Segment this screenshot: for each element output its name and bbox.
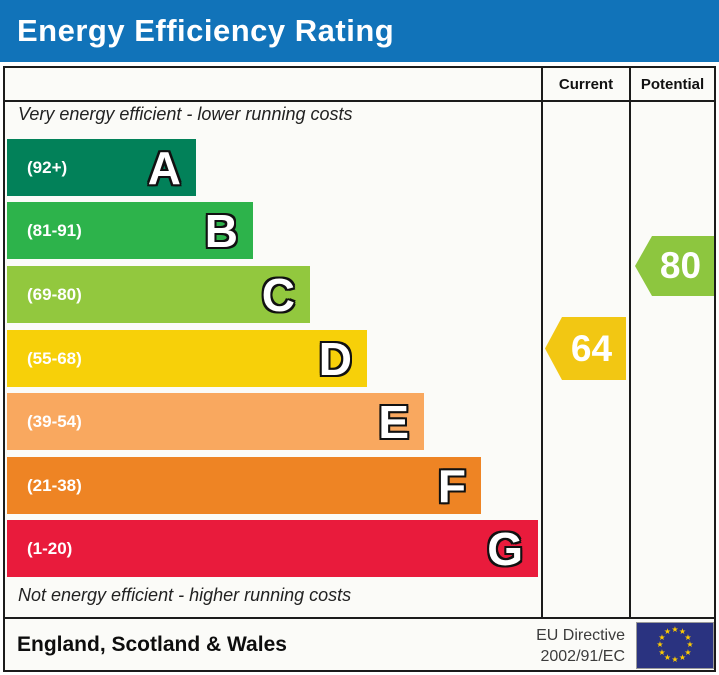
potential-column-header: Potential <box>640 76 705 93</box>
band-d: (55-68) D <box>7 330 367 387</box>
band-a-range: (92+) <box>27 157 68 177</box>
current-rating-arrow: 64 <box>545 317 626 380</box>
band-c: (69-80) C <box>7 266 310 323</box>
potential-rating-value: 80 <box>659 245 702 286</box>
current-column-divider <box>541 68 543 619</box>
band-b-range: (81-91) <box>27 220 82 240</box>
band-e-letter: E <box>378 395 409 448</box>
region-label: England, Scotland & Wales <box>17 633 287 656</box>
band-g: (1-20) G <box>7 520 538 577</box>
band-g-range: (1-20) <box>27 538 73 558</box>
page-title: Energy Efficiency Rating <box>17 13 395 48</box>
eu-star-icon: ★ <box>671 655 679 664</box>
band-c-range: (69-80) <box>27 284 82 304</box>
current-rating-value: 64 <box>570 327 613 369</box>
eu-directive-label: EU Directive 2002/91/EC <box>475 625 625 667</box>
footer-row-divider <box>5 617 714 619</box>
band-g-letter: G <box>487 522 523 575</box>
band-a-letter: A <box>147 141 181 194</box>
eu-star-icon: ★ <box>678 653 687 662</box>
potential-rating-arrow: 80 <box>635 236 714 296</box>
band-e: (39-54) E <box>7 393 424 450</box>
eu-star-icon: ★ <box>663 627 672 636</box>
eu-flag-icon: ★ ★ ★ ★ ★ ★ ★ ★ ★ ★ ★ ★ <box>636 622 714 669</box>
eu-star-icon: ★ <box>658 647 666 657</box>
band-c-letter: C <box>261 268 295 321</box>
eu-star-icon: ★ <box>678 627 687 636</box>
band-d-range: (55-68) <box>27 348 82 368</box>
eu-star-icon: ★ <box>658 632 666 642</box>
eu-star-icon: ★ <box>663 653 672 662</box>
band-e-range: (39-54) <box>27 411 82 431</box>
eu-star-icon: ★ <box>656 640 664 649</box>
eu-star-icon: ★ <box>684 632 692 642</box>
bottom-caption: Not energy efficient - higher running co… <box>18 585 352 605</box>
potential-column-divider <box>629 68 631 619</box>
rating-table: Current Potential Very energy efficient … <box>3 66 716 672</box>
eu-star-icon: ★ <box>684 647 692 657</box>
eu-directive-line1: EU Directive <box>536 627 625 644</box>
title-banner: Energy Efficiency Rating <box>0 0 719 62</box>
eu-star-icon: ★ <box>671 625 679 634</box>
top-caption: Very energy efficient - lower running co… <box>18 104 353 124</box>
band-a: (92+) A <box>7 139 196 196</box>
band-b-letter: B <box>204 204 238 257</box>
band-d-letter: D <box>318 332 352 385</box>
eu-directive-line2: 2002/91/EC <box>540 648 625 665</box>
band-f: (21-38) F <box>7 457 481 514</box>
band-f-letter: F <box>437 459 466 512</box>
band-f-range: (21-38) <box>27 475 82 495</box>
header-row-divider <box>5 100 714 102</box>
current-column-header: Current <box>558 76 614 93</box>
band-b: (81-91) B <box>7 202 253 259</box>
eu-star-icon: ★ <box>686 640 694 649</box>
